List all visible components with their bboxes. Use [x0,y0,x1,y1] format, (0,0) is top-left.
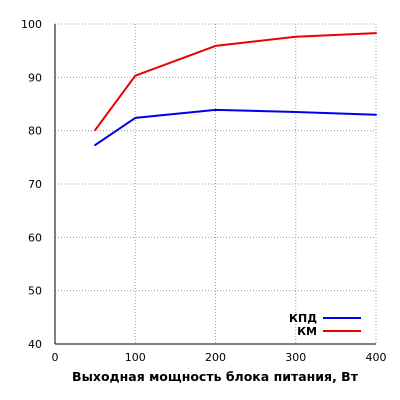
x-tick-label: 200 [205,351,226,364]
y-tick-label: 60 [28,231,42,244]
x-axis-title: Выходная мощность блока питания, Вт [72,369,359,384]
y-tick-label: 90 [28,71,42,84]
x-tick-label: 0 [52,351,59,364]
legend-label-1: КПД [289,312,317,325]
grid-lines [55,23,377,344]
plot-axes [54,24,376,345]
y-tick-label: 80 [28,125,42,138]
y-tick-label: 70 [28,178,42,191]
legend-label-2: КМ [297,325,317,338]
x-tick-label: 100 [125,351,146,364]
tick-labels: 0 100 200 300 400 40 50 60 70 80 90 100 [21,18,387,364]
y-tick-label: 50 [28,285,42,298]
x-tick-label: 400 [366,351,387,364]
y-tick-label: 40 [28,338,42,351]
data-series [94,32,377,147]
y-tick-label: 100 [21,18,42,31]
x-tick-label: 300 [285,351,306,364]
series-line-2 [94,32,377,132]
series-line-1 [94,108,377,147]
